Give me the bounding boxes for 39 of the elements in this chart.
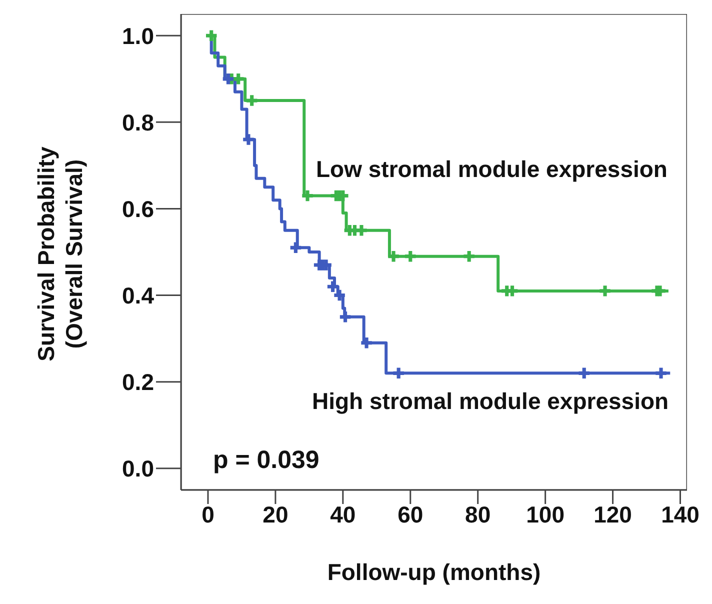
- point: [302, 190, 313, 202]
- point: [327, 281, 338, 292]
- point: [405, 250, 416, 262]
- point: [290, 242, 302, 254]
- point: [578, 368, 590, 379]
- x-tick-label: 0: [202, 501, 214, 528]
- point: [654, 286, 666, 296]
- point: [340, 312, 351, 322]
- y-tick-label: 1.0: [122, 22, 154, 49]
- x-tick-label: 60: [398, 501, 424, 528]
- x-tick-label: 140: [661, 501, 700, 528]
- series-label: High stromal module expression: [312, 388, 669, 415]
- x-tick-label: 100: [526, 501, 565, 528]
- point: [243, 134, 254, 145]
- x-tick-label: 120: [594, 501, 632, 528]
- point: [206, 30, 217, 42]
- series-label: Low stromal module expression: [316, 156, 668, 183]
- y-tick-label: 0.2: [122, 368, 154, 395]
- point: [334, 290, 345, 301]
- x-axis-title: Follow-up (months): [327, 559, 541, 585]
- y-tick-label: 0.0: [122, 456, 154, 482]
- point: [246, 95, 258, 106]
- y-tick-label: 0.6: [122, 196, 154, 222]
- point: [356, 224, 367, 236]
- point: [361, 338, 372, 348]
- annotation: p = 0.039: [213, 446, 320, 475]
- point: [464, 250, 474, 262]
- x-tick-label: 20: [262, 501, 288, 528]
- point: [232, 74, 244, 84]
- point: [222, 74, 234, 84]
- y-tick-label: 0.4: [122, 282, 154, 308]
- x-tick-label: 40: [330, 501, 356, 528]
- point: [393, 368, 404, 379]
- point: [656, 368, 666, 379]
- y-tick-label: 0.8: [122, 109, 154, 136]
- point: [600, 286, 610, 296]
- point: [388, 250, 399, 262]
- x-tick-label: 80: [465, 501, 491, 528]
- y-axis-title: Survival Probability (Overall Survival): [33, 146, 87, 362]
